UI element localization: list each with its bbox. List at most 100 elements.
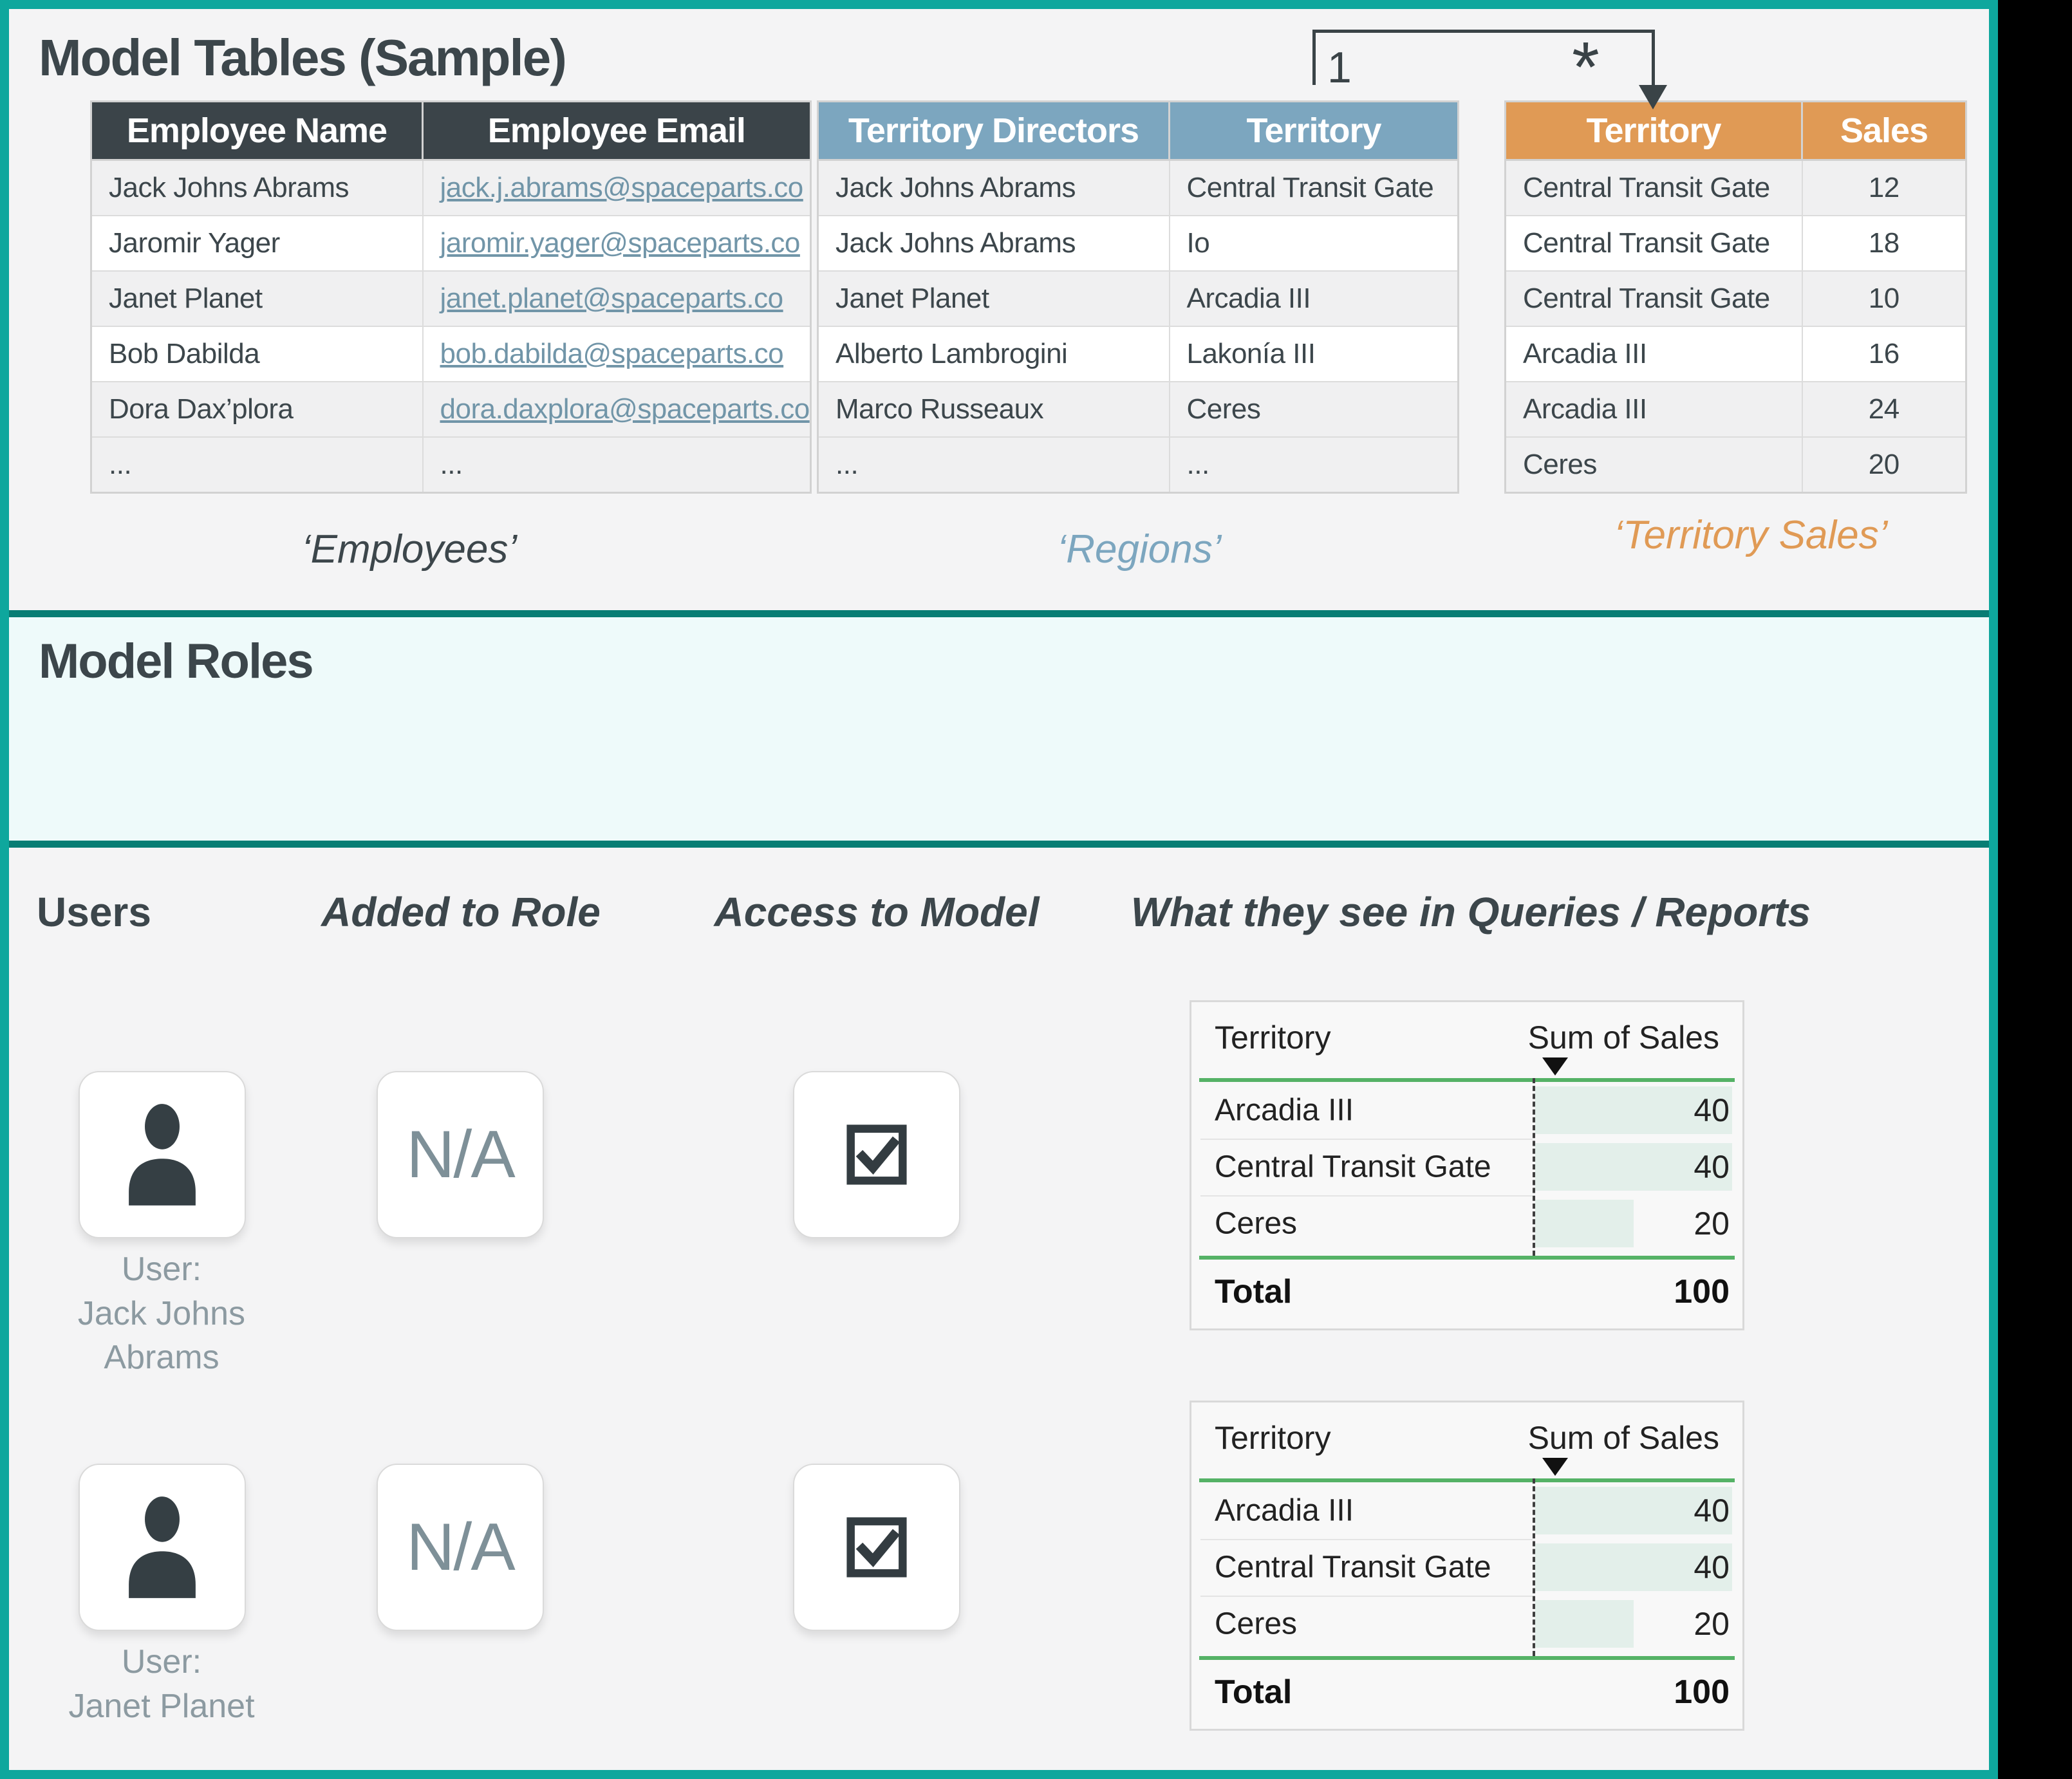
employees-table: Employee Name Employee Email Jack Johns … [90,100,812,494]
value-bar [1535,1086,1732,1134]
report-col-sum-of-sales: Sum of Sales [1527,1420,1719,1456]
report-divider [1199,1656,1735,1660]
employees-col-name: Employee Name [90,100,424,161]
regions-caption: ‘Regions’ [1057,527,1222,572]
table-row: Janet Planet janet.planet@spaceparts.co [90,270,812,327]
users-header: Users [37,889,151,935]
report-table-1: Territory Sum of Sales Arcadia III 40 Ce… [1190,1000,1744,1330]
value-bar [1535,1143,1732,1191]
employee-name: Bob Dabilda [90,326,424,382]
table-row: Marco Russeaux Ceres [817,381,1459,438]
employee-email-cell: jaromir.yager@spaceparts.co [422,215,812,272]
frame-border-top [0,0,1998,9]
relationship-one-label: 1 [1327,43,1352,92]
table-row: Dora Dax’plora dora.daxplora@spaceparts.… [90,381,812,438]
table-row-ellipsis: ... ... [90,436,812,494]
report-row: Ceres 20 [1191,1195,1742,1252]
report-col-sum-of-sales: Sum of Sales [1527,1020,1719,1056]
report-divider [1199,1256,1735,1260]
value-bar [1535,1543,1732,1591]
relationship-many-label: * [1572,28,1600,107]
table-row: Central Transit Gate 10 [1504,270,1967,327]
user-card [79,1071,246,1238]
access-card [793,1071,960,1238]
frame-border-bottom [0,1770,1998,1779]
relationship-line [1652,30,1655,86]
table-row: Jack Johns Abrams Central Transit Gate [817,159,1459,216]
value-bar [1535,1200,1634,1247]
report-total-value: 100 [1674,1273,1730,1310]
value-bar [1535,1600,1634,1648]
na-label: N/A [406,1117,515,1192]
table-row: Ceres 20 [1504,436,1967,494]
table-row: Jack Johns Abrams Io [817,215,1459,272]
table-row: Bob Dabilda bob.dabilda@spaceparts.co [90,326,812,382]
employees-caption: ‘Employees’ [301,527,518,572]
employee-email-cell: jack.j.abrams@spaceparts.co [422,159,812,216]
email-link[interactable]: jaromir.yager@spaceparts.co [440,227,801,259]
checkbox-checked-icon[interactable] [846,1516,908,1578]
employee-name: Jack Johns Abrams [90,159,424,216]
value-bar [1535,1487,1732,1534]
report-divider [1199,1078,1735,1082]
report-total-label: Total [1215,1273,1293,1310]
report-row: Central Transit Gate 40 [1191,1139,1742,1195]
added-to-role-header: Added to Role [321,889,601,935]
sales-col-territory: Territory [1504,100,1803,161]
relationship-line [1312,30,1655,33]
email-link[interactable]: jack.j.abrams@spaceparts.co [440,172,804,203]
report-total-value: 100 [1674,1673,1730,1711]
regions-table: Territory Directors Territory Jack Johns… [817,100,1459,494]
sort-descending-icon[interactable] [1542,1458,1568,1476]
sort-descending-icon[interactable] [1542,1057,1568,1076]
user-name-label: User: Janet Planet [68,1643,255,1725]
report-table-2: Territory Sum of Sales Arcadia III 40 Ce… [1190,1401,1744,1731]
queries-reports-header: What they see in Queries / Reports [1130,889,1811,935]
model-tables-title: Model Tables (Sample) [39,29,567,86]
email-link[interactable]: bob.dabilda@spaceparts.co [440,338,784,369]
checkbox-checked-icon[interactable] [846,1124,908,1186]
report-row: Arcadia III 40 [1191,1082,1742,1139]
territory-sales-table: Territory Sales Central Transit Gate 12 … [1504,100,1967,494]
added-to-role-card: N/A [377,1071,544,1238]
report-column-divider [1533,1078,1535,1256]
user-name-label: User: Jack Johns Abrams [77,1251,246,1377]
arrow-down-icon [1639,85,1667,109]
employee-email-cell: bob.dabilda@spaceparts.co [422,326,812,382]
employee-name: Jaromir Yager [90,215,424,272]
regions-col-directors: Territory Directors [817,100,1170,161]
report-total-label: Total [1215,1673,1293,1711]
section-divider [9,610,1989,617]
email-link[interactable]: janet.planet@spaceparts.co [440,283,784,314]
report-row: Arcadia III 40 [1191,1482,1742,1539]
table-row: Janet Planet Arcadia III [817,270,1459,327]
report-col-territory: Territory [1215,1420,1331,1456]
frame-border-left [0,0,9,1779]
table-row: Arcadia III 24 [1504,381,1967,438]
report-row: Ceres 20 [1191,1596,1742,1652]
person-icon [129,1104,196,1206]
table-row: Jack Johns Abrams jack.j.abrams@spacepar… [90,159,812,216]
table-row: Central Transit Gate 18 [1504,215,1967,272]
section-divider [9,841,1989,848]
table-row-ellipsis: ... ... [817,436,1459,494]
employee-name: Janet Planet [90,270,424,327]
table-row: Jaromir Yager jaromir.yager@spaceparts.c… [90,215,812,272]
employees-col-email: Employee Email [422,100,812,161]
report-row: Central Transit Gate 40 [1191,1539,1742,1596]
table-row: Arcadia III 16 [1504,326,1967,382]
regions-col-territory: Territory [1168,100,1459,161]
report-column-divider [1533,1478,1535,1656]
sales-col-sales: Sales [1801,100,1967,161]
email-link[interactable]: dora.daxplora@spaceparts.co [440,393,810,425]
access-to-model-header: Access to Model [714,889,1040,935]
model-roles-title: Model Roles [39,634,314,689]
employee-name: Dora Dax’plora [90,381,424,438]
right-black-band [1998,0,2072,1779]
person-icon [129,1496,196,1598]
na-label: N/A [406,1509,515,1585]
table-row: Central Transit Gate 12 [1504,159,1967,216]
access-card [793,1464,960,1631]
employee-email-cell: dora.daxplora@spaceparts.co [422,381,812,438]
report-col-territory: Territory [1215,1020,1331,1056]
